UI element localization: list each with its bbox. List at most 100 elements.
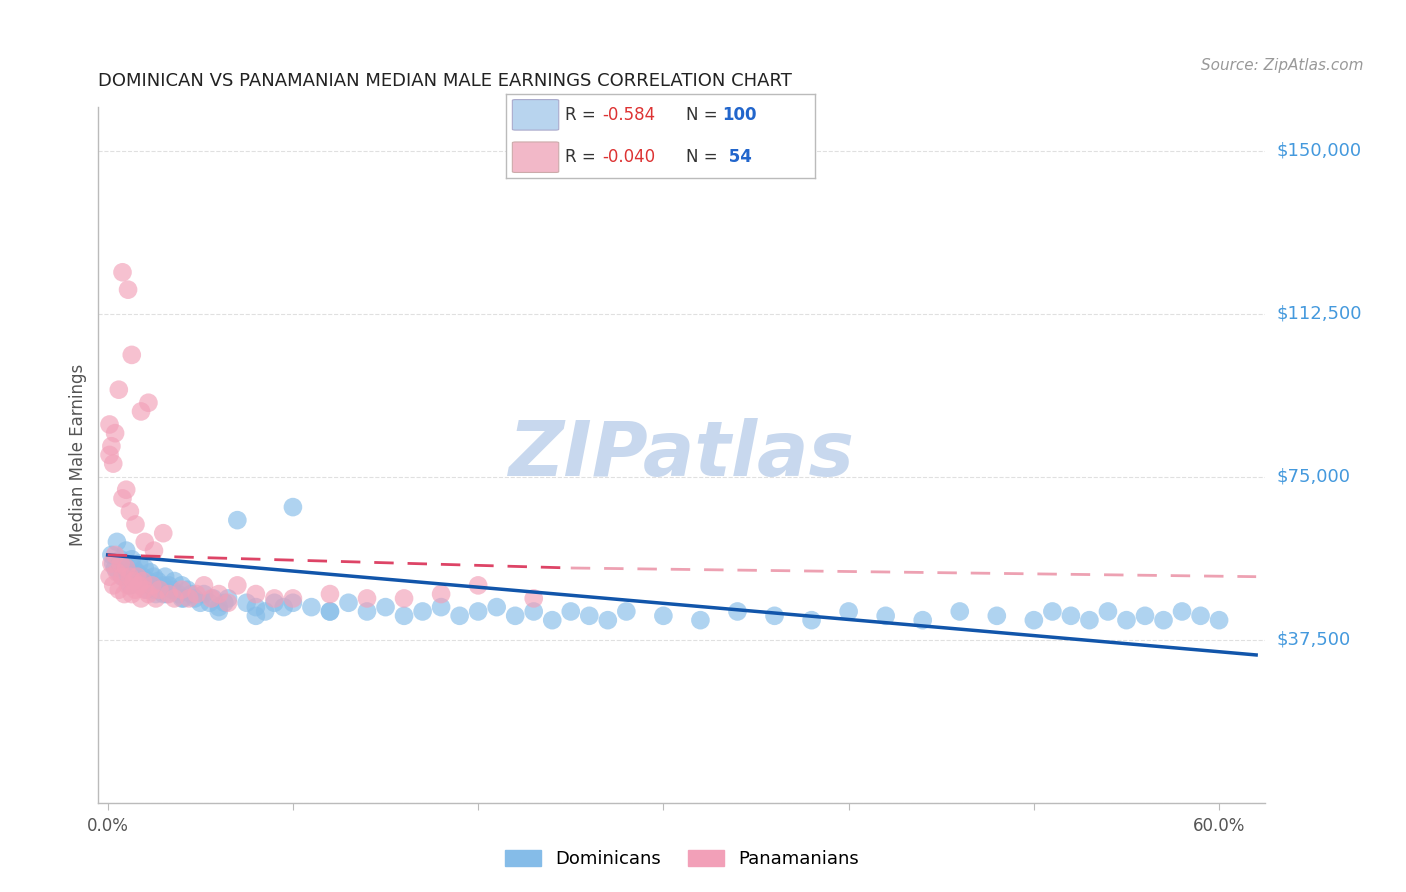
Point bbox=[103, 578, 125, 592]
Point bbox=[124, 574, 146, 588]
Point bbox=[100, 557, 122, 571]
Text: R =: R = bbox=[565, 106, 600, 124]
Text: DOMINICAN VS PANAMANIAN MEDIAN MALE EARNINGS CORRELATION CHART: DOMINICAN VS PANAMANIAN MEDIAN MALE EARN… bbox=[98, 72, 793, 90]
Point bbox=[245, 600, 267, 615]
Point bbox=[167, 587, 190, 601]
Point bbox=[138, 574, 160, 588]
Text: $75,000: $75,000 bbox=[1277, 467, 1351, 485]
Point bbox=[163, 591, 186, 606]
Point bbox=[127, 566, 149, 580]
Point bbox=[1022, 613, 1045, 627]
Point bbox=[523, 591, 546, 606]
Point bbox=[614, 605, 637, 619]
Point bbox=[226, 513, 249, 527]
Point bbox=[217, 596, 239, 610]
Point bbox=[100, 439, 122, 453]
Point bbox=[1078, 613, 1101, 627]
Point bbox=[1115, 613, 1137, 627]
Point bbox=[110, 552, 132, 566]
Point bbox=[263, 591, 285, 606]
Point bbox=[98, 448, 121, 462]
Point bbox=[254, 605, 277, 619]
Point bbox=[141, 578, 163, 592]
Text: N =: N = bbox=[686, 106, 723, 124]
Point bbox=[143, 570, 166, 584]
Point bbox=[800, 613, 823, 627]
Point bbox=[112, 557, 135, 571]
Point bbox=[1040, 605, 1063, 619]
Point bbox=[100, 548, 122, 562]
Point bbox=[138, 587, 160, 601]
Point bbox=[180, 587, 202, 601]
Point bbox=[1133, 608, 1156, 623]
Point bbox=[949, 605, 972, 619]
Point bbox=[156, 587, 179, 601]
Point bbox=[124, 574, 146, 588]
Point bbox=[727, 605, 749, 619]
Point bbox=[98, 570, 121, 584]
Point bbox=[541, 613, 564, 627]
Text: 54: 54 bbox=[723, 148, 752, 166]
Text: ZIPatlas: ZIPatlas bbox=[509, 418, 855, 491]
Point bbox=[202, 591, 225, 606]
Point bbox=[301, 600, 323, 615]
Point bbox=[392, 608, 415, 623]
Point bbox=[319, 605, 342, 619]
Point bbox=[281, 596, 304, 610]
Point bbox=[184, 591, 207, 606]
Point bbox=[186, 587, 208, 601]
Point bbox=[485, 600, 508, 615]
Point bbox=[235, 596, 257, 610]
Point bbox=[118, 570, 141, 584]
Point bbox=[208, 600, 231, 615]
Point bbox=[193, 578, 215, 592]
Point bbox=[104, 561, 127, 575]
Point bbox=[153, 570, 176, 584]
Point bbox=[121, 587, 143, 601]
Point bbox=[111, 265, 134, 279]
Point bbox=[1097, 605, 1119, 619]
Point bbox=[430, 600, 453, 615]
Point bbox=[152, 578, 174, 592]
Point bbox=[281, 500, 304, 514]
Point bbox=[115, 543, 138, 558]
Point bbox=[214, 596, 236, 610]
Point bbox=[107, 582, 129, 597]
Point bbox=[129, 591, 152, 606]
Point bbox=[193, 587, 215, 601]
Point bbox=[157, 578, 180, 592]
Point bbox=[111, 570, 134, 584]
Point bbox=[129, 578, 152, 592]
Point bbox=[281, 591, 304, 606]
Point bbox=[245, 608, 267, 623]
Point bbox=[146, 574, 169, 588]
Point bbox=[430, 587, 453, 601]
Text: N =: N = bbox=[686, 148, 723, 166]
Point bbox=[115, 561, 138, 575]
Point bbox=[107, 566, 129, 580]
Point bbox=[110, 557, 132, 571]
Point bbox=[467, 605, 489, 619]
Point bbox=[1171, 605, 1194, 619]
Point bbox=[128, 557, 150, 571]
Point bbox=[170, 582, 193, 597]
Point bbox=[1189, 608, 1212, 623]
Point bbox=[104, 548, 127, 562]
Point bbox=[176, 582, 198, 597]
Legend: Dominicans, Panamanians: Dominicans, Panamanians bbox=[495, 841, 869, 877]
Point bbox=[98, 417, 121, 432]
FancyBboxPatch shape bbox=[512, 142, 558, 172]
Point bbox=[117, 578, 139, 592]
Point bbox=[449, 608, 471, 623]
Text: $150,000: $150,000 bbox=[1277, 142, 1361, 160]
Point bbox=[170, 591, 193, 606]
Point bbox=[503, 608, 526, 623]
Point bbox=[652, 608, 675, 623]
Point bbox=[112, 587, 135, 601]
Point bbox=[217, 591, 239, 606]
Point bbox=[134, 561, 156, 575]
Point bbox=[152, 526, 174, 541]
Point bbox=[392, 591, 415, 606]
Point bbox=[319, 605, 342, 619]
Point bbox=[226, 578, 249, 592]
